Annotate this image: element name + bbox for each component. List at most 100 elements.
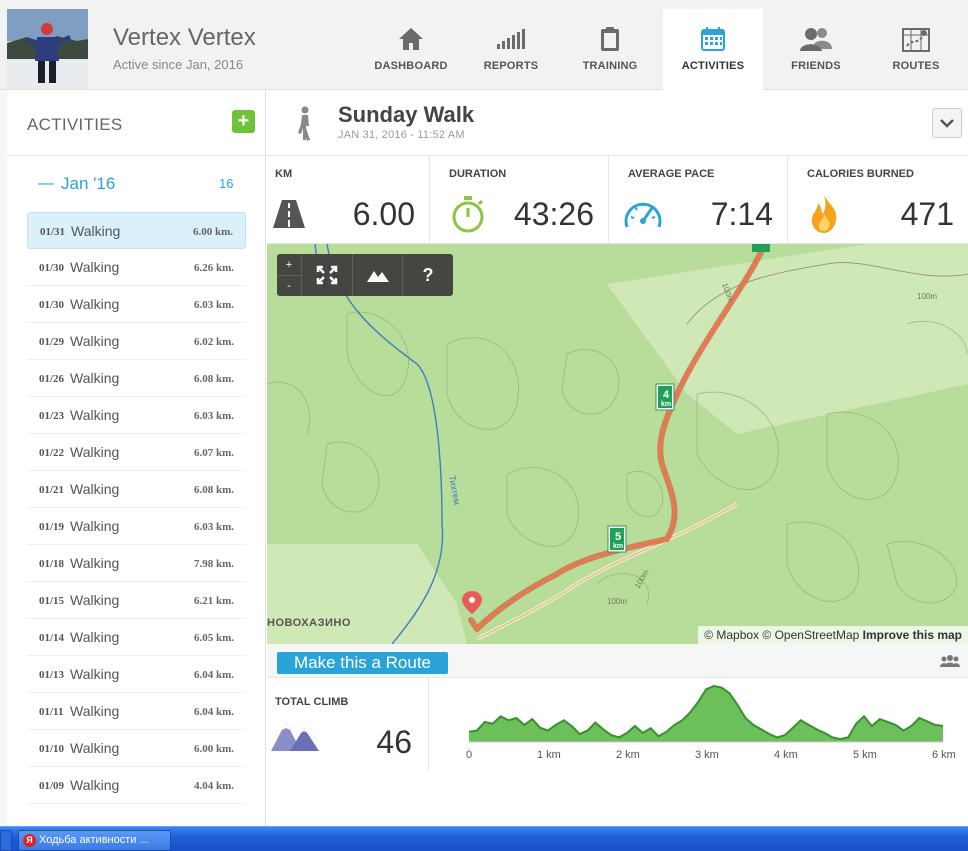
fullscreen-icon [316, 265, 338, 285]
stat-average-pace: AVERAGE PACE 7:14 [609, 156, 788, 244]
x-tick-label: 4 km [774, 749, 798, 761]
activity-detail: Sunday Walk JAN 31, 2016 - 11:52 AM KM 6… [267, 90, 968, 826]
people-icon [800, 28, 832, 51]
add-activity-button[interactable]: + [232, 110, 255, 133]
activity-distance: 6.00 km. [192, 226, 233, 238]
activity-list-item[interactable]: 01/13 Walking 6.04 km. [27, 656, 246, 693]
activity-list-item[interactable]: 01/30 Walking 6.03 km. [27, 286, 246, 323]
collapse-month-toggle[interactable]: — [38, 175, 54, 192]
x-tick-label: 5 km [853, 749, 877, 761]
nav-activities[interactable]: ACTIVITIES [663, 9, 763, 90]
walking-person-icon [298, 106, 310, 141]
contour-label: 100m [917, 292, 937, 301]
elevation-area [469, 686, 943, 742]
activity-distance: 6.26 km. [193, 262, 234, 274]
nav-label: TRAINING [582, 60, 638, 72]
place-label: НОВОХАЗИНО [267, 617, 351, 629]
activity-list-item[interactable]: 01/19 Walking 6.03 km. [27, 508, 246, 545]
sidebar-title: ACTIVITIES [27, 115, 123, 134]
stat-value: 6.00 [352, 196, 415, 232]
activity-type: Walking [70, 666, 120, 682]
map-help-button[interactable]: ? [422, 264, 434, 285]
activity-list-item[interactable]: 01/23 Walking 6.03 km. [27, 397, 246, 434]
km-marker-4-unit: km [661, 401, 671, 408]
activity-type: Walking [70, 370, 120, 386]
activity-list-item[interactable]: 01/30 Walking 6.26 km. [27, 249, 246, 286]
stats-row: KM 6.00 DURATION 43:26 AVERAGE PACE 7:14… [267, 156, 968, 244]
activity-date: 01/11 [39, 706, 64, 718]
activity-type: Walking [70, 333, 120, 349]
activity-list-item[interactable]: 01/10 Walking 6.00 km. [27, 730, 246, 767]
x-tick-label: 1 km [537, 749, 561, 761]
activity-list-item[interactable]: 01/18 Walking 7.98 km. [27, 545, 246, 582]
activity-date: 01/15 [39, 595, 65, 607]
activity-list-item[interactable]: 01/21 Walking 6.08 km. [27, 471, 246, 508]
activity-list-item[interactable]: 01/09 Walking 4.04 km. [27, 767, 246, 804]
mapbox-link[interactable]: © Mapbox [704, 628, 760, 642]
activity-date: 01/21 [39, 484, 65, 496]
nav-routes[interactable]: ROUTES [866, 9, 966, 90]
mountains-icon [271, 722, 319, 751]
route-map[interactable]: 4 km 5 km 100m 100m 100m 100m Тихтем + - [267, 244, 968, 644]
activity-distance: 6.08 km. [193, 484, 234, 496]
map-route-icon [902, 28, 930, 52]
month-activity-count: 16 [219, 176, 234, 191]
activity-distance: 6.05 km. [193, 632, 234, 644]
activity-type: Walking [70, 518, 120, 534]
km-marker-4 [655, 383, 675, 411]
activity-list-item[interactable]: 01/29 Walking 6.02 km. [27, 323, 246, 360]
activity-type: Walking [71, 223, 121, 239]
activity-date: JAN 31, 2016 - 11:52 AM [338, 129, 465, 141]
stat-label: AVERAGE PACE [628, 168, 715, 180]
road-icon [273, 200, 305, 228]
activity-menu-button[interactable] [932, 108, 962, 138]
km-marker-5-unit: km [613, 543, 623, 550]
nav-dashboard[interactable]: DASHBOARD [361, 9, 461, 90]
activity-type: Walking [70, 481, 120, 497]
activity-distance: 6.04 km. [193, 669, 234, 681]
activity-date: 01/13 [39, 669, 65, 681]
activity-date: 01/23 [39, 410, 65, 422]
activity-list-item[interactable]: 01/15 Walking 6.21 km. [27, 582, 246, 619]
flame-icon [811, 195, 837, 233]
zoom-in-button[interactable]: + [285, 259, 293, 271]
stat-value: 43:26 [513, 196, 594, 232]
stat-label: CALORIES BURNED [807, 168, 914, 180]
nav-label: REPORTS [483, 60, 539, 72]
left-edge [0, 0, 7, 826]
month-label[interactable]: Jan '16 [61, 174, 116, 193]
avatar[interactable] [7, 9, 88, 89]
activity-list-item[interactable]: 01/26 Walking 6.08 km. [27, 360, 246, 397]
activity-list-item[interactable]: 01/31 Walking 6.00 km. [27, 212, 246, 249]
activity-list-item[interactable]: 01/11 Walking 6.04 km. [27, 693, 246, 730]
nav-training[interactable]: TRAINING [560, 9, 660, 90]
zoom-out-button[interactable]: - [276, 275, 302, 295]
map-attribution: © Mapbox © OpenStreetMap Improve this ma… [698, 626, 968, 644]
activity-date: 01/18 [39, 558, 65, 570]
stopwatch-icon [452, 196, 484, 233]
nav-reports[interactable]: REPORTS [461, 9, 561, 90]
activity-date: 01/10 [39, 743, 65, 755]
group-icon[interactable] [940, 654, 960, 668]
activity-list-item[interactable]: 01/22 Walking 6.07 km. [27, 434, 246, 471]
activity-date: 01/29 [39, 336, 65, 348]
activity-list-item[interactable]: 01/14 Walking 6.05 km. [27, 619, 246, 656]
make-route-button[interactable]: Make this a Route [277, 652, 448, 674]
fullscreen-button[interactable] [302, 254, 353, 296]
activity-type: Walking [70, 555, 120, 571]
user-subtitle: Active since Jan, 2016 [113, 57, 244, 72]
activity-distance: 7.98 km. [193, 558, 234, 570]
osm-link[interactable]: © OpenStreetMap [762, 628, 860, 642]
terrain-button[interactable] [353, 254, 403, 296]
activity-distance: 6.07 km. [193, 447, 234, 459]
activity-date: 01/31 [40, 226, 66, 238]
river-label: Тихтем [447, 475, 462, 506]
taskbar-window-button[interactable]: Я Ходьба активности ... [18, 830, 171, 851]
nav-label: DASHBOARD [374, 60, 448, 72]
nav-friends[interactable]: FRIENDS [766, 9, 866, 90]
activity-distance: 6.04 km. [193, 706, 234, 718]
improve-map-link[interactable]: Improve this map [862, 628, 962, 642]
activity-distance: 6.02 km. [193, 336, 234, 348]
elevation-line [468, 684, 944, 741]
